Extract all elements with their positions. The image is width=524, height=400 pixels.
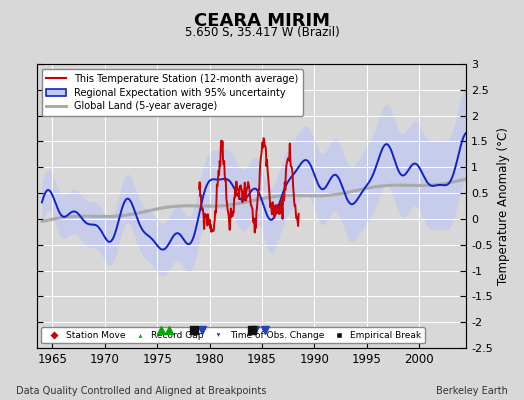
Text: 5.650 S, 35.417 W (Brazil): 5.650 S, 35.417 W (Brazil)	[184, 26, 340, 39]
Text: Data Quality Controlled and Aligned at Breakpoints: Data Quality Controlled and Aligned at B…	[16, 386, 266, 396]
Legend: Station Move, Record Gap, Time of Obs. Change, Empirical Break: Station Move, Record Gap, Time of Obs. C…	[41, 327, 425, 344]
Text: Berkeley Earth: Berkeley Earth	[436, 386, 508, 396]
Y-axis label: Temperature Anomaly (°C): Temperature Anomaly (°C)	[497, 127, 510, 285]
Text: CEARA MIRIM: CEARA MIRIM	[194, 12, 330, 30]
